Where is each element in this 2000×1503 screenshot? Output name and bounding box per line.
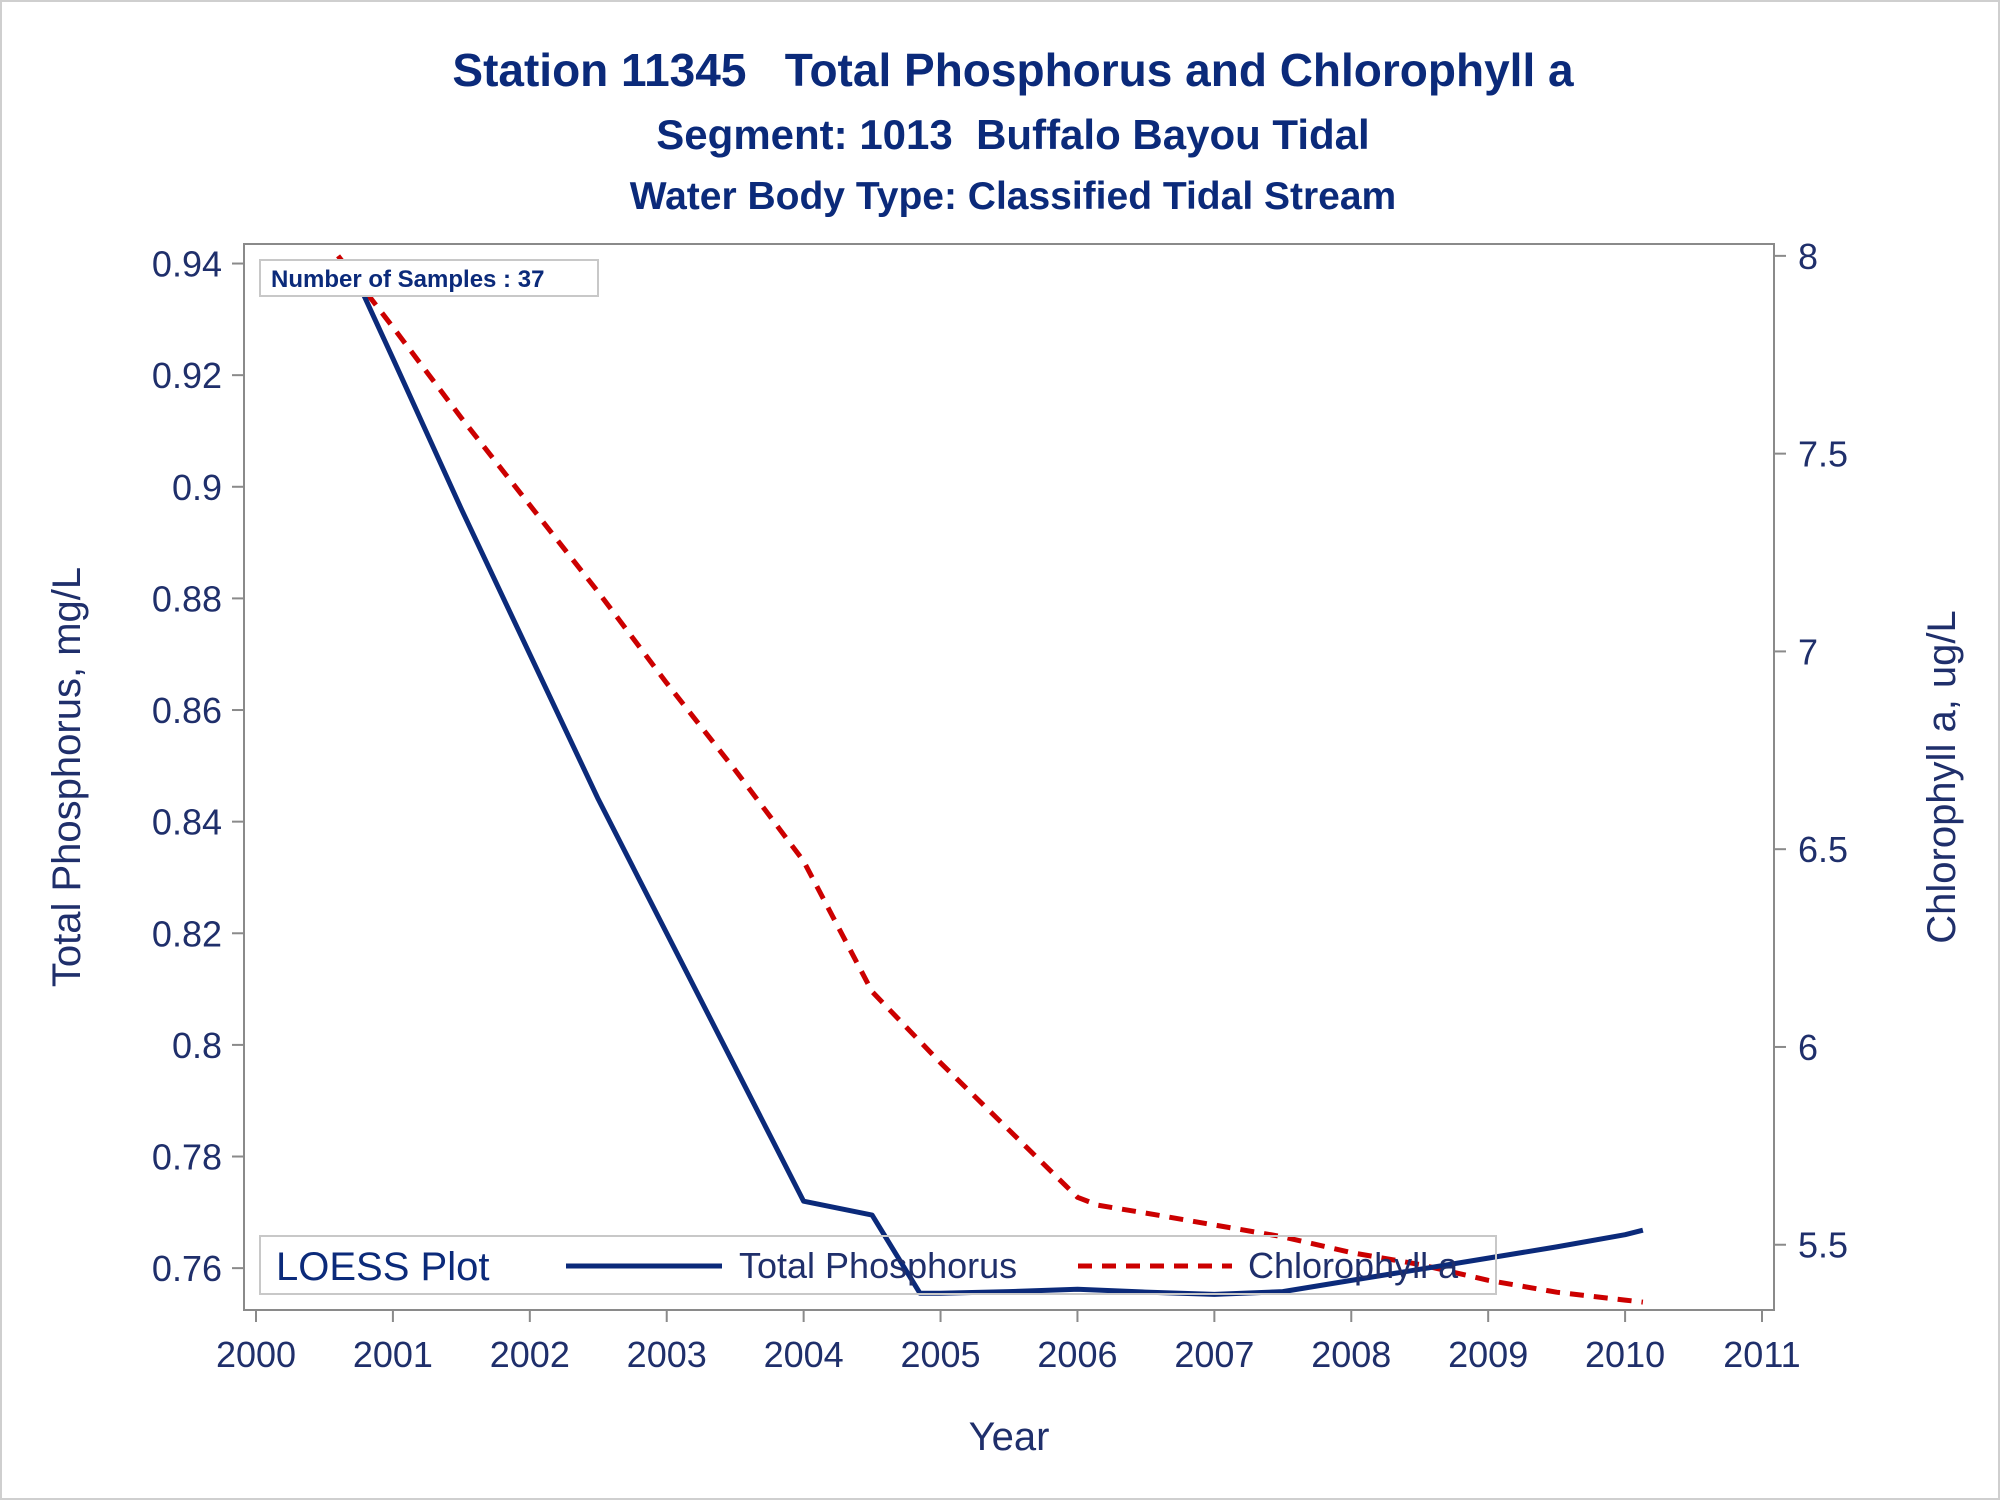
x-tick-label: 2001 <box>353 1334 433 1375</box>
y-left-tick-label: 0.84 <box>152 802 222 843</box>
x-tick-label: 2005 <box>900 1334 980 1375</box>
plot-area-border <box>243 243 1775 1311</box>
x-tick-label: 2009 <box>1448 1334 1528 1375</box>
y-axis-left: 0.76 0.78 0.8 0.82 0.84 0.86 0.88 0.9 0.92 0.94 <box>152 244 244 1289</box>
y-right-tick-label: 6 <box>1798 1027 1818 1068</box>
x-tick-label: 2004 <box>764 1334 844 1375</box>
x-tick-label: 2000 <box>216 1334 296 1375</box>
chart-title: Station 11345 Total Phosphorus and Chlor… <box>452 44 1574 96</box>
series-line-chlorophyll-a <box>336 254 1644 1305</box>
y-axis-left-label: Total Phosphorus, mg/L <box>45 567 89 987</box>
legend-label-total-phosphorus: Total Phosphorus <box>739 1245 1017 1286</box>
y-axis-right-label: Chlorophyll a, ug/L <box>1920 610 1964 944</box>
x-axis: 2000 2001 2002 2003 2004 2005 2006 2007 2008 2009… <box>216 1310 1801 1375</box>
y-right-tick-label: 5.5 <box>1798 1225 1848 1266</box>
y-left-tick-label: 0.8 <box>172 1025 222 1066</box>
y-left-tick-label: 0.78 <box>152 1137 222 1178</box>
sample-count-label: Number of Samples : 37 <box>271 266 544 293</box>
series-line-total-phosphorus <box>349 268 1644 1297</box>
chart-subtitle: Segment: 1013 Buffalo Bayou Tidal <box>656 111 1369 158</box>
y-axis-right: 5.5 6 6.5 7 7.5 8 <box>1774 236 1848 1266</box>
legend: LOESS Plot Total Phosphorus Chlorophyll … <box>259 1235 1497 1295</box>
y-right-tick-label: 7.5 <box>1798 434 1848 475</box>
x-tick-label: 2011 <box>1723 1334 1800 1375</box>
legend-title: LOESS Plot <box>276 1245 489 1289</box>
x-tick-label: 2002 <box>490 1334 570 1375</box>
x-tick-label: 2006 <box>1037 1334 1117 1375</box>
y-left-tick-label: 0.94 <box>152 244 222 285</box>
y-right-tick-label: 6.5 <box>1798 829 1848 870</box>
y-left-tick-label: 0.9 <box>172 467 222 508</box>
y-left-tick-label: 0.82 <box>152 913 222 954</box>
series-layer <box>336 254 1644 1305</box>
x-tick-label: 2010 <box>1585 1334 1665 1375</box>
x-tick-label: 2008 <box>1311 1334 1391 1375</box>
y-right-tick-label: 7 <box>1798 631 1818 672</box>
y-left-tick-label: 0.76 <box>152 1248 222 1289</box>
y-left-tick-label: 0.88 <box>152 578 222 619</box>
sample-count-inset: Number of Samples : 37 <box>259 259 599 297</box>
chart-subtitle-2: Water Body Type: Classified Tidal Stream <box>630 175 1396 218</box>
y-left-tick-label: 0.86 <box>152 690 222 731</box>
legend-label-chlorophyll-a: Chlorophyll a <box>1248 1245 1459 1286</box>
x-axis-label: Year <box>969 1415 1050 1459</box>
x-tick-label: 2007 <box>1174 1334 1254 1375</box>
y-left-tick-label: 0.92 <box>152 355 222 396</box>
x-tick-label: 2003 <box>627 1334 707 1375</box>
y-right-tick-label: 8 <box>1798 236 1818 277</box>
